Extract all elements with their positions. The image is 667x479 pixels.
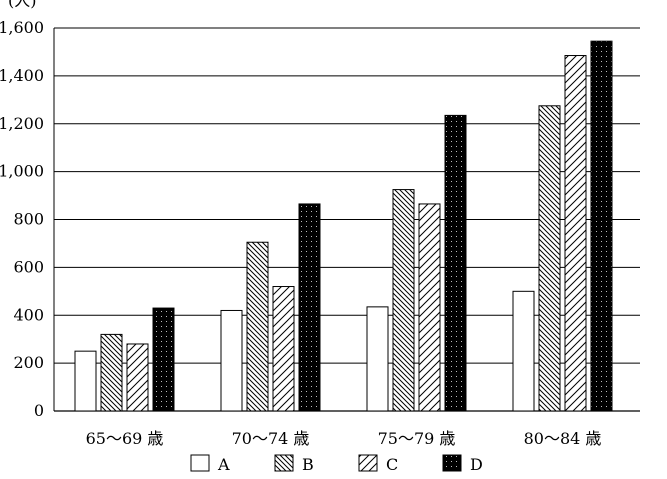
bar-c-4 bbox=[564, 55, 587, 412]
bar-b-3 bbox=[392, 189, 415, 412]
bar-a-3 bbox=[366, 306, 389, 412]
legend-swatch-a bbox=[190, 454, 210, 472]
bar-b-1 bbox=[100, 333, 123, 412]
legend-label-d: D bbox=[470, 455, 483, 474]
legend-swatch-b bbox=[274, 454, 294, 472]
bar-a-4 bbox=[512, 290, 535, 412]
y-tick-label: 800 bbox=[13, 210, 44, 229]
category-label: 75～79 歳 bbox=[378, 429, 456, 448]
bar-a-2 bbox=[220, 309, 243, 412]
bar-d-2 bbox=[298, 203, 321, 412]
legend-label-a: A bbox=[217, 455, 230, 474]
legend-label-c: C bbox=[386, 455, 398, 474]
bar-a-1 bbox=[74, 350, 97, 412]
bar-d-3 bbox=[444, 114, 467, 412]
bar-c-3 bbox=[418, 203, 441, 412]
legend-swatch-c bbox=[358, 454, 378, 472]
y-tick-label: 0 bbox=[34, 401, 44, 420]
y-tick-label: 200 bbox=[13, 353, 44, 372]
category-label: 65～69 歳 bbox=[86, 429, 164, 448]
legend-swatch-d bbox=[442, 454, 462, 472]
bar-d-1 bbox=[152, 307, 175, 412]
y-tick-label: 1,600 bbox=[0, 18, 44, 37]
bar-c-2 bbox=[272, 286, 295, 412]
y-tick-label: 1,200 bbox=[0, 114, 44, 133]
y-tick-label: 400 bbox=[13, 305, 44, 324]
category-label: 70～74 歳 bbox=[232, 429, 310, 448]
bar-b-4 bbox=[538, 105, 561, 412]
y-unit-label: (人) bbox=[8, 0, 37, 10]
y-tick-label: 600 bbox=[13, 257, 44, 276]
category-label: 80～84 歳 bbox=[524, 429, 602, 448]
legend-label-b: B bbox=[302, 455, 314, 474]
y-tick-label: 1,000 bbox=[0, 162, 44, 181]
bar-c-1 bbox=[126, 343, 149, 412]
y-tick-label: 1,400 bbox=[0, 66, 44, 85]
bar-d-4 bbox=[590, 40, 613, 412]
bar-b-2 bbox=[246, 241, 269, 412]
